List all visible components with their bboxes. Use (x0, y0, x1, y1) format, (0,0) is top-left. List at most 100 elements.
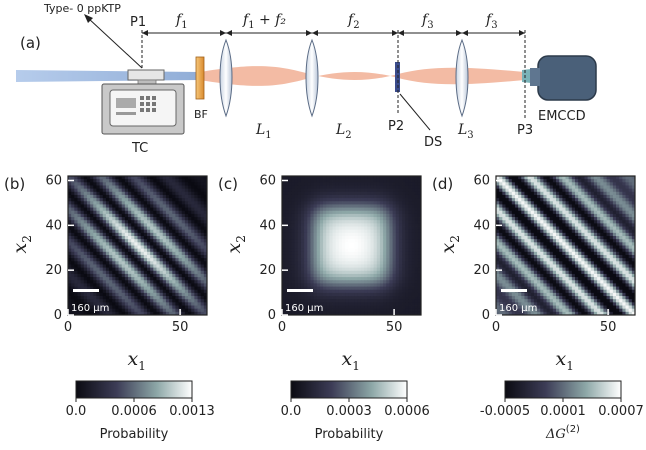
heatmap-cell (616, 210, 620, 215)
heatmap-cell (332, 217, 337, 221)
heatmap-cell (332, 223, 337, 227)
heatmap-cell (342, 280, 346, 284)
heatmap-cell (115, 207, 119, 212)
colorbar-tick-label: 0.0006 (111, 404, 157, 419)
heatmap-cell (68, 251, 72, 256)
heatmap-cell (565, 229, 570, 234)
heatmap-cell (153, 286, 157, 291)
heatmap-cell (172, 299, 176, 303)
heatmap-cell (556, 188, 560, 193)
heatmap-cell (90, 204, 94, 208)
heatmap-cell (112, 305, 116, 310)
heatmap-cell (294, 261, 299, 265)
heatmap-cell (191, 229, 195, 234)
heatmap-cell (294, 220, 299, 224)
heatmap-cell (165, 220, 170, 224)
heatmap-cell (140, 292, 145, 297)
heatmap-cell (367, 258, 371, 262)
heatmap-cell (288, 302, 292, 306)
heatmap-cell (143, 176, 148, 180)
heatmap-cell (323, 308, 327, 313)
heatmap-cell (191, 213, 195, 218)
heatmap-cell (323, 270, 327, 275)
heatmap-cell (143, 277, 148, 281)
heatmap-cell (137, 258, 142, 262)
heatmap-cell (559, 194, 563, 199)
heatmap-cell (294, 201, 299, 205)
heatmap-cell (537, 176, 541, 180)
heatmap-cell (587, 198, 592, 202)
heatmap-cell (600, 213, 604, 218)
heatmap-cell (499, 191, 503, 196)
heatmap-cell (543, 213, 547, 218)
heatmap-cell (408, 264, 412, 269)
heatmap-cell (357, 251, 362, 256)
heatmap-cell (175, 258, 179, 262)
heatmap-cell (178, 283, 183, 287)
heatmap-cell (156, 251, 161, 256)
heatmap-cell (140, 213, 145, 218)
heatmap-cell (408, 242, 412, 246)
heatmap-cell (360, 176, 365, 180)
heatmap-cell (162, 217, 167, 221)
heatmap-cell (354, 194, 359, 199)
heatmap-cell (514, 220, 519, 224)
heatmap-cell (175, 236, 179, 240)
heatmap-cell (571, 213, 576, 218)
heatmap-cell (565, 204, 570, 208)
heatmap-cell (304, 251, 308, 256)
heatmap-cell (86, 185, 91, 190)
heatmap-cell (203, 217, 208, 221)
heatmap-cell (285, 236, 289, 240)
heatmap-cell (86, 220, 91, 224)
heatmap-cell (291, 292, 296, 297)
heatmap-cell (527, 185, 532, 190)
heatmap-cell (351, 273, 356, 278)
heatmap-cell (345, 236, 349, 240)
heatmap-cell (188, 191, 192, 196)
heatmap-cell (310, 232, 314, 237)
heatmap-cell (367, 232, 371, 237)
heatmap-cell (86, 204, 91, 208)
heatmap-cell (143, 273, 148, 278)
heatmap-cell (197, 311, 202, 316)
heatmap-cell (552, 204, 557, 208)
heatmap-cell (134, 188, 138, 193)
heatmap-cell (146, 239, 151, 243)
heatmap-cell (90, 277, 94, 281)
heatmap-cell (300, 286, 305, 291)
heatmap-cell (511, 229, 516, 234)
heatmap-cell (140, 229, 145, 234)
heatmap-cell (77, 248, 82, 253)
heatmap-cell (326, 223, 330, 227)
heatmap-cell (514, 226, 519, 231)
heatmap-cell (600, 207, 604, 212)
heatmap-cell (131, 289, 135, 294)
heatmap-cell (574, 179, 579, 183)
heatmap-cell (191, 239, 195, 243)
heatmap-cell (389, 236, 393, 240)
heatmap-cell (578, 188, 582, 193)
heatmap-cell (191, 251, 195, 256)
heatmap-cell (159, 258, 164, 262)
heatmap-cell (540, 176, 544, 180)
heatmap-cell (74, 226, 78, 231)
heatmap-cell (398, 273, 403, 278)
heatmap-cell (373, 198, 378, 202)
heatmap-cell (590, 217, 595, 221)
heatmap-cell (77, 242, 82, 246)
heatmap-cell (386, 245, 390, 250)
heatmap-cell (354, 239, 359, 243)
heatmap-cell (105, 236, 110, 240)
heatmap-cell (326, 289, 330, 294)
heatmap-cell (609, 204, 614, 208)
heatmap-cell (307, 223, 311, 227)
heatmap-cell (96, 270, 100, 275)
heatmap-cell (360, 223, 365, 227)
heatmap-cell (191, 217, 195, 221)
heatmap-cell (342, 254, 346, 259)
heatmap-cell (373, 245, 378, 250)
heatmap-cell (578, 232, 582, 237)
heatmap-cell (188, 232, 192, 237)
heatmap-cell (282, 289, 286, 294)
